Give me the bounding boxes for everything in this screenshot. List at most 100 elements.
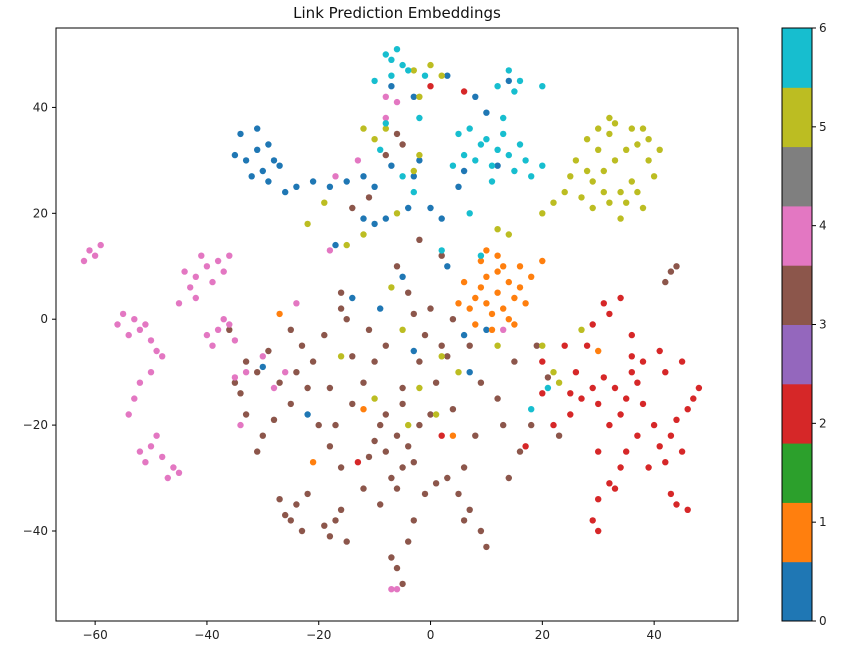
data-point: [634, 432, 641, 439]
data-point: [595, 400, 602, 408]
data-point: [382, 51, 389, 58]
y-tick-label: −40: [23, 524, 48, 538]
data-point: [337, 353, 345, 360]
data-point: [343, 538, 350, 545]
data-point: [237, 421, 244, 429]
data-point: [388, 586, 395, 593]
data-point: [254, 125, 261, 132]
data-point: [667, 490, 675, 498]
data-point: [371, 77, 378, 85]
data-point: [460, 517, 468, 524]
data-point: [678, 358, 686, 365]
data-point: [466, 369, 473, 376]
data-point: [209, 278, 216, 286]
data-point: [416, 157, 423, 164]
data-point: [298, 342, 306, 349]
data-point: [416, 421, 423, 429]
data-point: [254, 369, 261, 376]
data-point: [611, 384, 619, 392]
data-point: [477, 252, 485, 259]
data-point: [432, 411, 440, 418]
data-point: [276, 162, 283, 169]
data-point: [159, 453, 166, 461]
data-point: [567, 390, 574, 397]
data-point: [656, 443, 663, 450]
data-point: [410, 93, 417, 101]
colorbar-tick-label: 1: [819, 515, 827, 529]
data-point: [136, 326, 144, 333]
data-point: [528, 421, 535, 429]
data-point: [382, 93, 389, 101]
data-point: [466, 125, 473, 132]
colorbar: 0 1 2 3 4 5 6: [781, 21, 827, 628]
data-point: [427, 61, 434, 69]
data-point: [265, 178, 272, 185]
scatter-points: [80, 46, 703, 593]
data-point: [321, 522, 328, 529]
data-point: [555, 432, 563, 439]
data-point: [382, 342, 389, 349]
data-point: [673, 263, 680, 270]
data-point: [287, 326, 294, 333]
data-point: [567, 411, 574, 418]
data-point: [282, 511, 289, 519]
data-point: [136, 448, 144, 455]
data-point: [656, 146, 663, 153]
data-point: [321, 199, 328, 206]
data-point: [460, 151, 468, 159]
data-point: [377, 501, 384, 508]
data-point: [511, 294, 518, 302]
data-point: [410, 310, 417, 318]
data-point: [175, 300, 183, 307]
data-point: [399, 141, 406, 148]
data-point: [410, 459, 417, 466]
data-point: [393, 130, 401, 138]
data-point: [416, 114, 423, 122]
data-point: [309, 459, 317, 466]
data-point: [399, 61, 406, 69]
data-point: [606, 130, 613, 138]
data-point: [259, 363, 266, 371]
data-point: [455, 369, 462, 376]
data-point: [544, 384, 552, 392]
data-point: [114, 321, 121, 328]
data-point: [382, 114, 389, 122]
colorbar-segment: [782, 443, 812, 503]
data-point: [505, 231, 512, 238]
data-point: [684, 406, 691, 413]
data-point: [321, 331, 328, 339]
data-point: [533, 342, 540, 349]
colorbar-segment: [782, 28, 812, 88]
data-point: [226, 326, 233, 333]
data-point: [214, 326, 222, 333]
data-point: [472, 321, 479, 328]
data-point: [483, 247, 490, 254]
data-point: [472, 93, 479, 101]
data-point: [494, 146, 501, 153]
data-point: [645, 157, 652, 164]
data-point: [405, 67, 412, 74]
data-point: [617, 464, 624, 471]
data-point: [119, 310, 127, 318]
colorbar-segment: [782, 502, 812, 563]
data-point: [522, 443, 529, 450]
data-point: [539, 257, 546, 265]
data-point: [483, 109, 490, 116]
data-point: [388, 72, 395, 79]
data-point: [326, 183, 334, 190]
colorbar-segment: [782, 146, 812, 207]
data-point: [337, 464, 345, 471]
data-point: [393, 46, 401, 53]
data-point: [678, 448, 686, 455]
data-point: [628, 331, 635, 339]
data-point: [326, 247, 334, 254]
data-point: [522, 300, 529, 307]
data-point: [427, 204, 434, 212]
data-point: [511, 88, 518, 95]
data-point: [388, 474, 395, 482]
data-point: [438, 353, 445, 360]
data-point: [410, 188, 417, 196]
data-point: [645, 136, 652, 143]
colorbar-segment: [782, 324, 812, 385]
